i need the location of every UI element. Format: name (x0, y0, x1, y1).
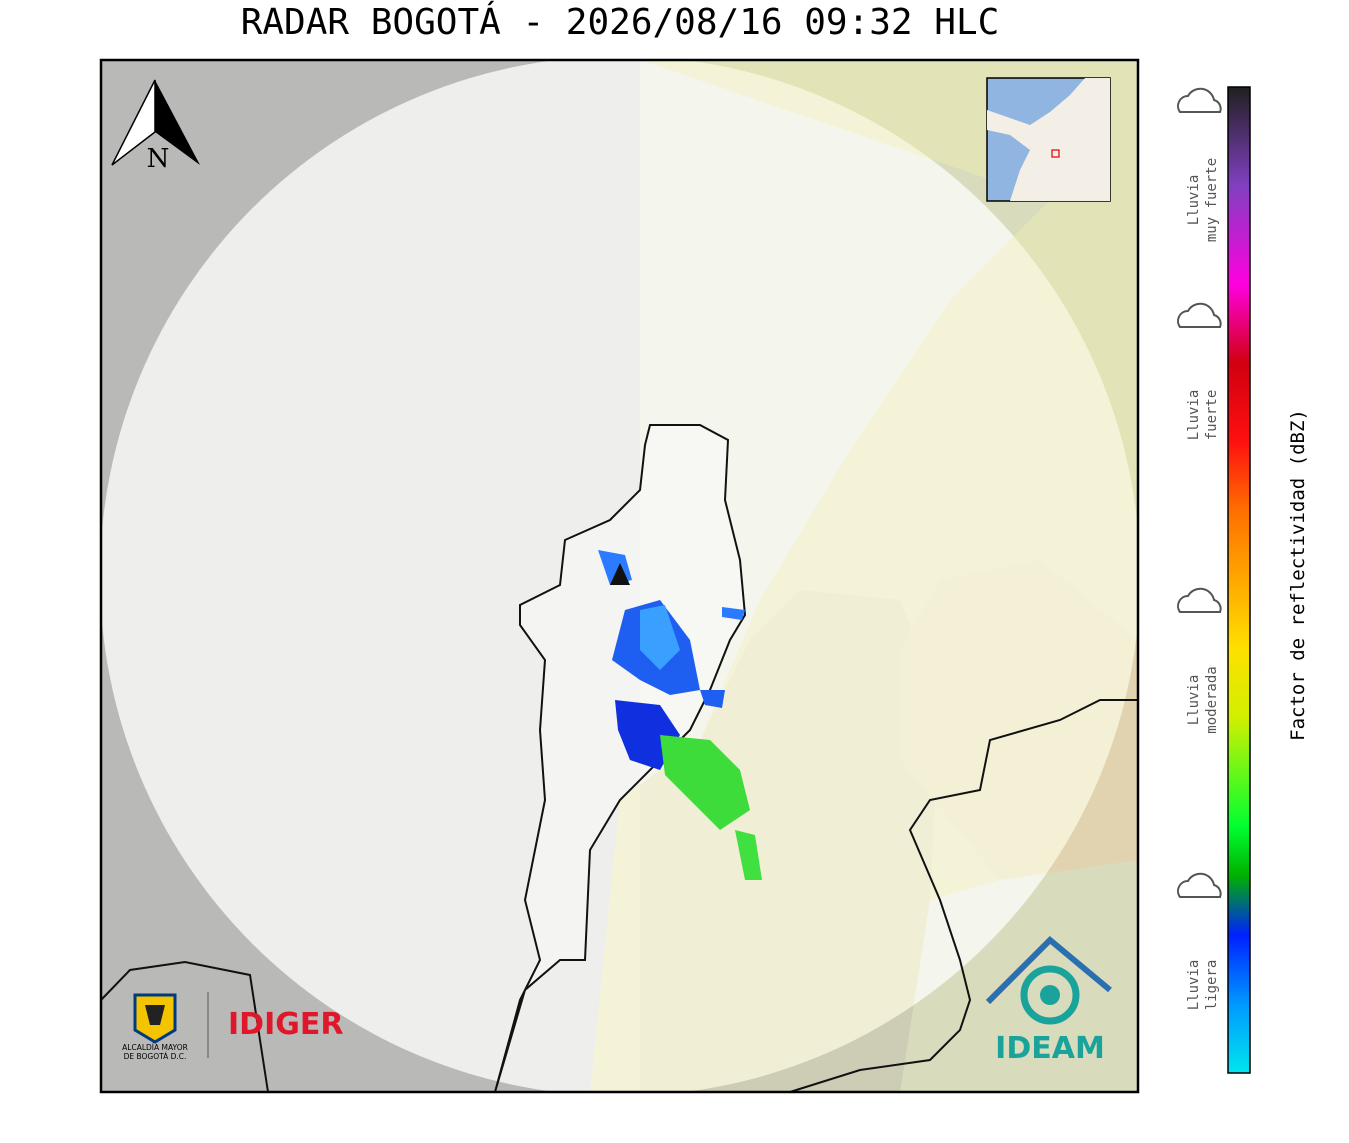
colorbar-label: Factor de reflectividad (dBZ) (1287, 409, 1309, 741)
boundary (789, 699, 1138, 1092)
logo-ideam-text: IDEAM (995, 1031, 1105, 1066)
inset-map (986, 77, 1111, 202)
legend-label: muy fuerte (1204, 158, 1220, 242)
logo-text: DE BOGOTÁ D.C. (124, 1052, 187, 1061)
bogota-boundary (494, 424, 747, 1092)
legend-item: Lluvia moderada (1177, 587, 1222, 734)
logo-alcaldia: ALCALDÍA MAYOR DE BOGOTÁ D.C. IDIGER (122, 992, 343, 1061)
boundary (101, 960, 269, 1092)
legend-label: moderada (1204, 666, 1220, 733)
cloud-icon (1177, 872, 1222, 898)
legend-label: fuerte (1204, 390, 1220, 441)
legend-label: Lluvia (1186, 390, 1202, 441)
title: RADAR BOGOTÁ - 2026/08/16 09:32 HLC (241, 1, 1000, 43)
colorbar (1227, 86, 1251, 1074)
cloud-icon (1177, 587, 1222, 613)
terrain (590, 60, 1138, 1092)
map-frame (99, 58, 1140, 1094)
radar-site (610, 563, 630, 585)
cloud-icon (1177, 302, 1222, 328)
logo-ideam: IDEAM (985, 935, 1112, 1066)
north-label: N (147, 144, 170, 174)
radar-echoes (598, 550, 762, 880)
legend-item: Lluvia ligera (1177, 872, 1222, 1011)
logo-text: ALCALDÍA MAYOR (122, 1043, 188, 1052)
legend-item: Lluvia muy fuerte (1177, 87, 1222, 242)
legend-label: Lluvia (1186, 175, 1202, 226)
map (101, 60, 1138, 1092)
legend-label: Lluvia (1186, 675, 1202, 726)
logo-idiger: IDIGER (228, 1007, 343, 1042)
cloud-icon (1177, 87, 1222, 113)
legend-label: ligera (1204, 960, 1220, 1011)
legend-label: Lluvia (1186, 960, 1202, 1011)
north-arrow: N (111, 79, 200, 174)
legend-item: Lluvia fuerte (1177, 302, 1222, 441)
